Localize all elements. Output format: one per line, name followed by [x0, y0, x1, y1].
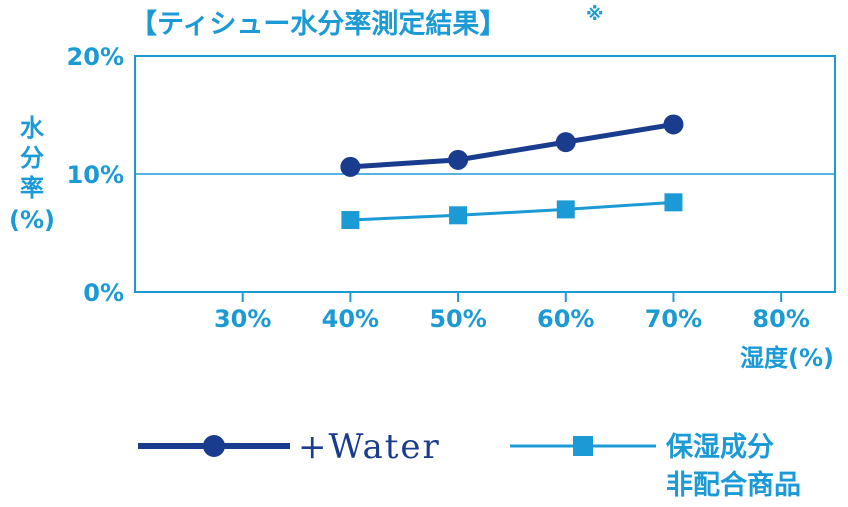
series-0: [340, 114, 684, 177]
legend-water-label: +Water: [298, 427, 441, 467]
legend-water-marker: [203, 435, 225, 457]
y-tick-label-1: 10%: [67, 161, 124, 189]
chart-title: 【ティシュー水分率測定結果】: [130, 8, 506, 40]
x-axis-ticks: 30% 40% 50% 60% 70% 80%: [214, 292, 810, 333]
y-tick-label-0: 0%: [83, 279, 124, 307]
series-0-point-1: [448, 149, 469, 170]
y-axis-label-part-3: (%): [9, 206, 55, 234]
series-0-point-0: [340, 156, 361, 177]
y-axis-label-part-2: 率: [20, 174, 44, 202]
series-0-point-2: [555, 132, 576, 153]
legend-other-marker: [573, 436, 593, 456]
legend-other-label-line2: 非配合商品: [666, 469, 801, 501]
series-1: [341, 193, 683, 230]
series-1-point-3: [664, 193, 683, 212]
y-axis-label-part-0: 水: [20, 114, 45, 142]
y-tick-label-2: 20%: [67, 43, 124, 71]
series-1-point-1: [449, 206, 468, 225]
x-tick-label-1: 40%: [322, 305, 379, 333]
series-1-point-2: [556, 200, 575, 219]
x-tick-label-3: 60%: [537, 305, 594, 333]
y-axis-label: 水分率 (%): [9, 114, 55, 234]
chart-title-note-mark: ※: [586, 4, 604, 25]
series-0-point-3: [663, 114, 684, 135]
x-tick-label-2: 50%: [429, 305, 486, 333]
series-1-line: [350, 200, 674, 222]
y-axis-label-part-1: 分: [20, 144, 44, 172]
legend: +Water 保湿成分 非配合商品: [138, 427, 801, 501]
legend-other-label-line1: 保湿成分: [665, 432, 774, 463]
x-tick-label-0: 30%: [214, 305, 271, 333]
x-tick-label-5: 80%: [752, 305, 809, 333]
series-0-line: [350, 121, 674, 170]
x-axis-label: 湿度(%): [740, 344, 834, 372]
x-tick-label-4: 70%: [645, 305, 702, 333]
series-layer: [340, 114, 684, 230]
series-1-point-0: [341, 211, 360, 230]
y-axis-ticks: 0% 10% 20%: [67, 43, 124, 307]
